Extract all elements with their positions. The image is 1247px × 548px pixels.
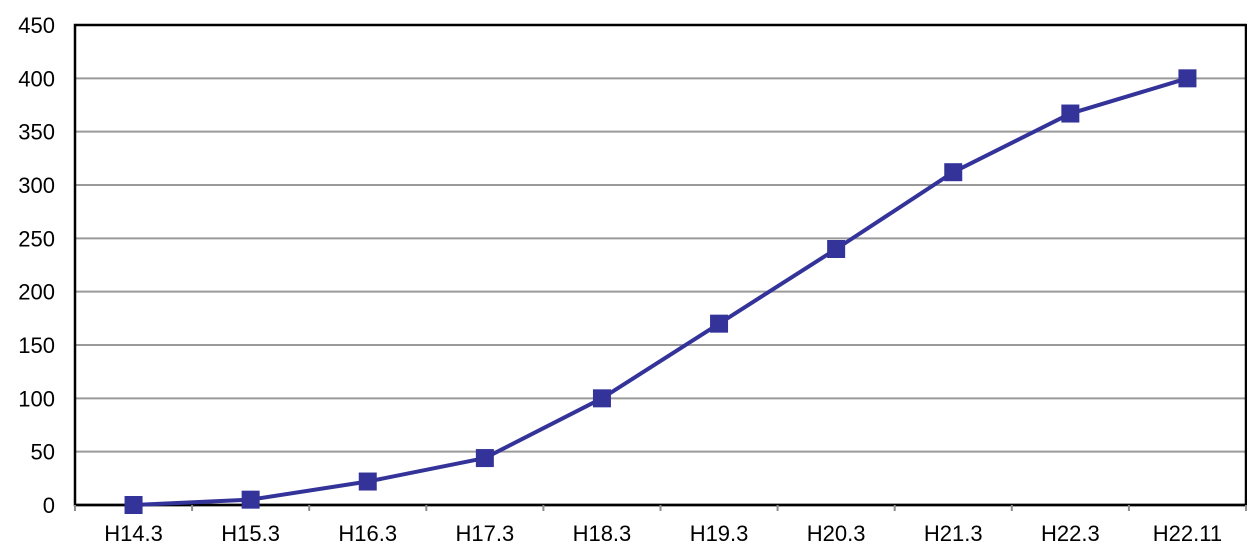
y-tick-label: 450 [18, 13, 55, 38]
series-line-group [133, 76, 1189, 507]
x-tick-label: H17.3 [455, 521, 514, 546]
x-tick-label: H16.3 [338, 521, 397, 546]
data-point-marker [592, 389, 611, 408]
data-point-marker [241, 490, 260, 509]
data-point-marker [1061, 104, 1080, 123]
data-point-marker [475, 449, 494, 468]
y-tick-label: 50 [31, 440, 55, 465]
plot-area-frame [73, 23, 1247, 507]
y-axis-tick-labels: 0 50 100 150 200 250 300 350 400 450 [18, 13, 55, 518]
data-point-marker [124, 496, 143, 514]
data-point-marker [358, 472, 377, 491]
series-line [133, 76, 1189, 507]
y-tick-label: 250 [18, 226, 55, 251]
x-axis-ticks [74, 505, 1247, 511]
x-tick-label: H18.3 [573, 521, 632, 546]
y-tick-label: 300 [18, 173, 55, 198]
x-tick-label: H22.3 [1041, 521, 1100, 546]
x-tick-label: H15.3 [221, 521, 280, 546]
x-axis-tick-labels: H14.3 H15.3 H16.3 H17.3 H18.3 H19.3 H20.3 H21.3… [104, 521, 1222, 546]
y-tick-label: 200 [18, 280, 55, 305]
y-tick-label: 400 [18, 66, 55, 91]
x-tick-label: H21.3 [924, 521, 983, 546]
y-tick-label: 0 [43, 493, 55, 518]
x-tick-label: H14.3 [104, 521, 163, 546]
data-point-marker [944, 163, 963, 182]
x-tick-label: H22.11 [1153, 521, 1222, 546]
y-tick-label: 100 [18, 386, 55, 411]
data-point-marker [710, 314, 729, 333]
y-tick-label: 350 [18, 120, 55, 145]
x-tick-label: H19.3 [690, 521, 749, 546]
data-point-marker [827, 240, 846, 258]
y-tick-label: 150 [18, 333, 55, 358]
series-markers [124, 69, 1197, 514]
x-tick-label: H20.3 [807, 521, 866, 546]
data-point-marker [1178, 69, 1197, 88]
gridlines [75, 77, 1246, 507]
